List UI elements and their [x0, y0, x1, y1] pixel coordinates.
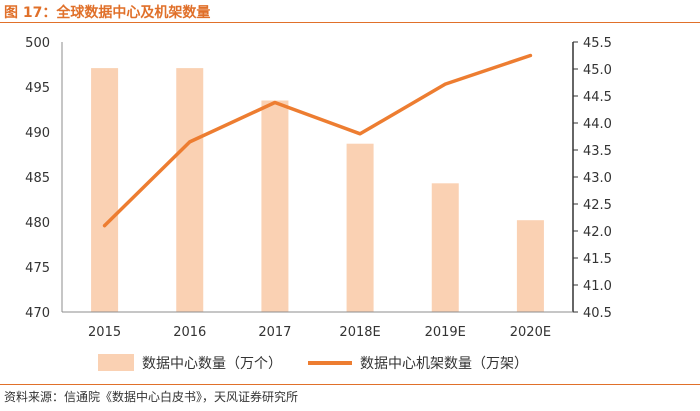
x-tick-label: 2018E — [339, 325, 380, 340]
right-tick-label: 44.5 — [583, 90, 612, 105]
bar-2020e — [516, 220, 544, 312]
left-tick-label: 490 — [25, 126, 50, 141]
left-tick-label: 485 — [25, 171, 50, 186]
x-tick-label: 2015 — [88, 325, 121, 340]
right-tick-label: 45.0 — [583, 63, 612, 78]
right-tick-label: 44.0 — [583, 117, 612, 132]
right-tick-label: 43.0 — [583, 171, 612, 186]
line-point-2015 — [103, 224, 107, 228]
axes — [61, 41, 578, 313]
bar-series — [91, 68, 544, 312]
right-tick-label: 45.5 — [583, 36, 612, 51]
chart-title: 图 17：全球数据中心及机架数量 — [4, 5, 211, 21]
left-tick-label: 495 — [25, 81, 50, 96]
bar-2017 — [261, 100, 289, 312]
right-tick-label: 42.5 — [583, 198, 612, 213]
legend: 数据中心数量（万个） 数据中心机架数量（万架） — [98, 354, 528, 372]
left-tick-label: 475 — [25, 261, 50, 276]
source-divider — [0, 384, 700, 385]
bar-2016 — [176, 68, 204, 312]
right-tick-label: 41.5 — [583, 252, 612, 267]
line-point-2019e — [443, 82, 447, 86]
tick-labels: 470 475 480 485 490 495 500 40.5 41.0 41.5 42.0 42.… — [25, 36, 612, 340]
left-tick-label: 500 — [25, 36, 50, 51]
line-series — [102, 53, 533, 228]
bar-2019e — [431, 183, 459, 312]
x-tick-label: 2017 — [258, 325, 291, 340]
x-tick-label: 2016 — [173, 325, 206, 340]
title-divider — [0, 22, 700, 23]
x-tick-label: 2020E — [510, 325, 551, 340]
line-point-2016 — [188, 140, 192, 144]
chart: 470 475 480 485 490 495 500 40.5 41.0 41.5 42.0 42.… — [25, 36, 612, 372]
right-tick-label: 40.5 — [583, 306, 612, 321]
left-tick-label: 480 — [25, 216, 50, 231]
legend-swatch-bar — [98, 354, 134, 371]
source-note: 资料来源：信通院《数据中心白皮书》，天风证券研究所 — [4, 390, 299, 404]
right-tick-label: 43.5 — [583, 144, 612, 159]
legend-label-bar: 数据中心数量（万个） — [142, 356, 282, 372]
line-path — [102, 53, 533, 228]
right-tick-label: 42.0 — [583, 225, 612, 240]
line-point-2018e — [358, 132, 362, 136]
left-tick-label: 470 — [25, 306, 50, 321]
bar-2015 — [91, 68, 119, 312]
line-point-2017 — [273, 100, 277, 104]
line-point-2020e — [528, 54, 532, 57]
legend-label-line: 数据中心机架数量（万架） — [360, 356, 528, 372]
right-tick-label: 41.0 — [583, 279, 612, 294]
bar-2018e — [346, 143, 374, 312]
x-tick-label: 2019E — [425, 325, 466, 340]
